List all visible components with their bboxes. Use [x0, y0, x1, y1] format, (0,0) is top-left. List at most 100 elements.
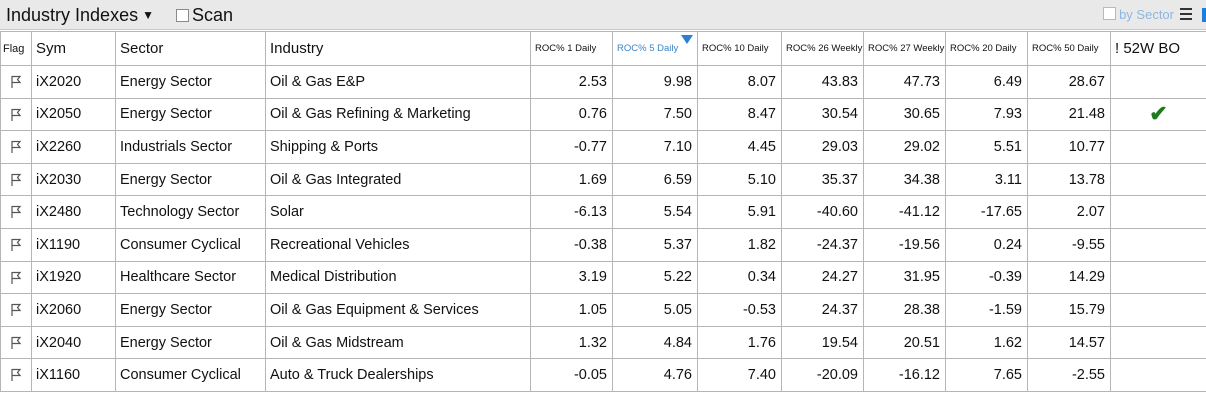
cell-roc10: 5.91 [697, 195, 782, 229]
col-header-industry[interactable]: Industry [265, 31, 531, 66]
flag-icon [11, 108, 22, 121]
flag-cell[interactable] [0, 130, 32, 164]
cell-industry: Oil & Gas Equipment & Services [265, 293, 531, 327]
scan-checkbox[interactable]: Scan [176, 5, 233, 25]
cell-roc26: -20.09 [781, 358, 864, 392]
cell-roc5: 5.05 [612, 293, 698, 327]
table-row[interactable]: iX1190 Consumer Cyclical Recreational Vehi… [0, 227, 1206, 262]
cell-roc20: 7.65 [945, 358, 1028, 392]
cell-sector: Energy Sector [115, 293, 266, 327]
cell-52w-bo [1110, 293, 1206, 327]
toolbar: Industry Indexes ▼ Scan by Sector [0, 0, 1206, 30]
flag-cell[interactable] [0, 260, 32, 295]
col-header-sector[interactable]: Sector [115, 31, 266, 66]
col-header-roc26[interactable]: ROC% 26 Weekly [781, 31, 864, 66]
cell-sector: Consumer Cyclical [115, 227, 266, 262]
col-header-roc1[interactable]: ROC% 1 Daily [530, 31, 613, 66]
cell-roc50: 28.67 [1027, 65, 1111, 99]
table-row[interactable]: iX2050 Energy Sector Oil & Gas Refining & … [0, 97, 1206, 132]
cell-roc1: -0.38 [530, 227, 613, 262]
col-header-roc50[interactable]: ROC% 50 Daily [1027, 31, 1111, 66]
cell-roc1: 1.32 [530, 325, 613, 360]
cell-roc26: 24.27 [781, 260, 864, 295]
cell-roc5: 7.50 [612, 97, 698, 132]
cell-roc1: 0.76 [530, 97, 613, 132]
cell-industry: Oil & Gas Integrated [265, 162, 531, 197]
hamburger-menu-icon[interactable] [1180, 8, 1192, 20]
cell-roc27: 30.65 [863, 97, 946, 132]
scan-label: Scan [192, 5, 234, 25]
watchlist-dropdown[interactable]: Industry Indexes ▼ [6, 4, 154, 26]
table-row[interactable]: iX2260 Industrials Sector Shipping & Ports… [0, 130, 1206, 164]
cell-52w-bo [1110, 130, 1206, 164]
cell-roc10: 1.76 [697, 325, 782, 360]
cell-roc5: 5.54 [612, 195, 698, 229]
cell-sym: iX2060 [31, 293, 116, 327]
table-row[interactable]: iX2040 Energy Sector Oil & Gas Midstream 1.… [0, 325, 1206, 360]
cell-roc5: 6.59 [612, 162, 698, 197]
table-row[interactable]: iX2020 Energy Sector Oil & Gas E&P 2.53 9.98… [0, 65, 1206, 99]
flag-cell[interactable] [0, 195, 32, 229]
cell-roc1: 3.19 [530, 260, 613, 295]
cell-roc50: 13.78 [1027, 162, 1111, 197]
table-row[interactable]: iX2480 Technology Sector Solar -6.13 5.54 5.9… [0, 195, 1206, 229]
cell-roc27: -16.12 [863, 358, 946, 392]
cell-roc50: 14.29 [1027, 260, 1111, 295]
cell-roc5: 9.98 [612, 65, 698, 99]
cell-industry: Solar [265, 195, 531, 229]
col-header-flag[interactable]: Flag [0, 31, 32, 66]
cell-sector: Energy Sector [115, 97, 266, 132]
flag-icon [11, 369, 22, 382]
cell-roc20: 1.62 [945, 325, 1028, 360]
cell-roc26: 29.03 [781, 130, 864, 164]
cell-sector: Consumer Cyclical [115, 358, 266, 392]
cell-industry: Recreational Vehicles [265, 227, 531, 262]
cell-sym: iX2040 [31, 325, 116, 360]
flag-icon [11, 304, 22, 317]
cell-roc1: -0.77 [530, 130, 613, 164]
cell-roc26: 43.83 [781, 65, 864, 99]
flag-cell[interactable] [0, 227, 32, 262]
col-header-roc27[interactable]: ROC% 27 Weekly [863, 31, 946, 66]
cell-52w-bo [1110, 195, 1206, 229]
cell-industry: Oil & Gas Refining & Marketing [265, 97, 531, 132]
flag-cell[interactable] [0, 65, 32, 99]
cell-roc27: 28.38 [863, 293, 946, 327]
col-header-roc5[interactable]: ROC% 5 Daily [612, 31, 698, 66]
checkbox-icon [1103, 7, 1117, 20]
cell-industry: Shipping & Ports [265, 130, 531, 164]
cell-roc20: -1.59 [945, 293, 1028, 327]
cell-roc50: -9.55 [1027, 227, 1111, 262]
cell-roc27: 20.51 [863, 325, 946, 360]
table-row[interactable]: iX1160 Consumer Cyclical Auto & Truck Deal… [0, 358, 1206, 392]
flag-cell[interactable] [0, 358, 32, 392]
cell-sym: iX2050 [31, 97, 116, 132]
cell-52w-bo [1110, 358, 1206, 392]
col-header-sym[interactable]: Sym [31, 31, 116, 66]
cell-roc1: -0.05 [530, 358, 613, 392]
flag-cell[interactable] [0, 97, 32, 132]
cell-sector: Technology Sector [115, 195, 266, 229]
cell-roc50: 21.48 [1027, 97, 1111, 132]
cell-sector: Energy Sector [115, 162, 266, 197]
cell-roc20: 7.93 [945, 97, 1028, 132]
watchlist-title: Industry Indexes [6, 5, 139, 25]
table-row[interactable]: iX2060 Energy Sector Oil & Gas Equipment &… [0, 293, 1206, 327]
col-header-roc10[interactable]: ROC% 10 Daily [697, 31, 782, 66]
cell-roc50: 14.57 [1027, 325, 1111, 360]
col-header-roc20[interactable]: ROC% 20 Daily [945, 31, 1028, 66]
cell-roc26: -40.60 [781, 195, 864, 229]
table-row[interactable]: iX2030 Energy Sector Oil & Gas Integrated 1… [0, 162, 1206, 197]
table-row[interactable]: iX1920 Healthcare Sector Medical Distribut… [0, 260, 1206, 295]
cell-sym: iX1920 [31, 260, 116, 295]
chevron-down-icon: ▼ [142, 8, 154, 22]
flag-cell[interactable] [0, 325, 32, 360]
flag-cell[interactable] [0, 293, 32, 327]
cell-roc10: 8.07 [697, 65, 782, 99]
by-sector-checkbox[interactable]: by Sector [1103, 7, 1174, 22]
cell-industry: Medical Distribution [265, 260, 531, 295]
flag-cell[interactable] [0, 162, 32, 197]
cell-roc10: 4.45 [697, 130, 782, 164]
col-header-52w-bo[interactable]: ! 52W BO [1110, 31, 1206, 66]
flag-icon [11, 271, 22, 284]
